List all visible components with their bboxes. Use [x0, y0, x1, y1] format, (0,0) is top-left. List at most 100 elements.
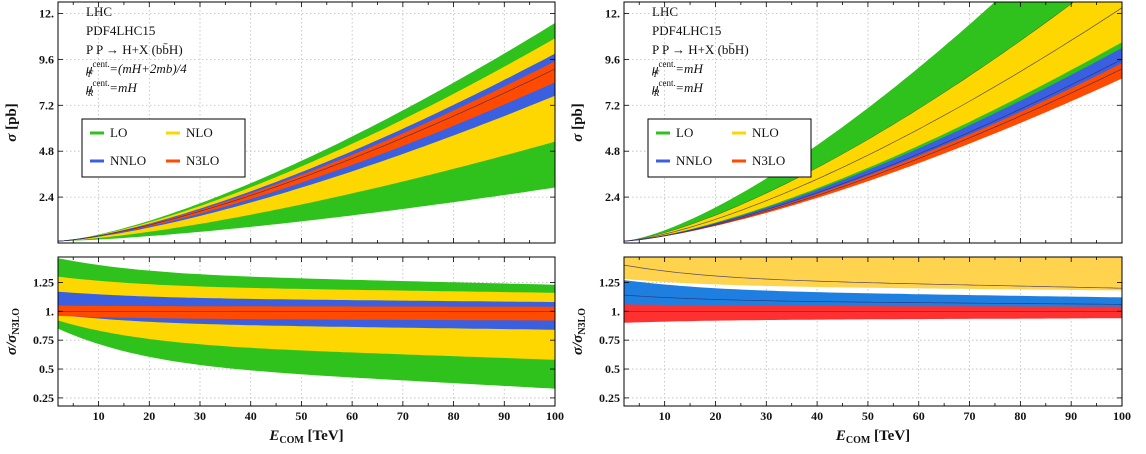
ticks: 0.25 0.5 0.75 1. 1.25 10 20 30 40 50 60 70 80 90 100 — [33, 257, 564, 423]
anno-mu: μ — [651, 80, 659, 95]
xlabel-e: E — [835, 428, 846, 444]
legend-label-nnlo: NNLO — [676, 153, 712, 168]
bands — [624, 257, 1122, 323]
ylabel-unit: [pb] — [4, 103, 20, 133]
anno-rest: =mH — [675, 61, 703, 76]
legend: LO NLO NNLO N3LO — [647, 118, 812, 178]
y-tick-label: 0.5 — [39, 362, 54, 376]
bands — [58, 23, 555, 242]
panel-left-main: 2.4 4.8 7.2 9.6 12. σ [pb] LHC PDF4LHC15 P P → H… — [4, 1, 556, 244]
xlabel-sub: COM — [846, 435, 871, 446]
central-line-nnlo — [624, 294, 1122, 305]
band-n3lo — [58, 305, 555, 321]
legend-label-nlo: NLO — [186, 125, 213, 140]
y-tick-label: 0.75 — [599, 333, 620, 347]
annotation-line: PDF4LHC15 — [86, 23, 155, 38]
xlabel-e: E — [268, 428, 279, 444]
legend-label-nlo: NLO — [752, 125, 779, 140]
ylabel-sigma: σ/σ — [4, 334, 20, 355]
legend-box — [81, 118, 246, 178]
y-tick-label: 4.8 — [39, 144, 54, 158]
x-tick-label: 60 — [346, 409, 358, 423]
band-nlo — [624, 2, 1122, 242]
anno-mu: μ — [85, 61, 93, 76]
anno-rest: =mH — [109, 80, 137, 95]
annotation-scale: μcent. F =mH — [651, 59, 703, 79]
y-tick-label: 0.25 — [33, 391, 54, 405]
x-tick-label: 50 — [862, 409, 874, 423]
legend-label-lo: LO — [676, 125, 693, 140]
annotation-line: LHC — [652, 4, 678, 19]
y-tick-label: 12. — [39, 6, 54, 20]
x-tick-label: 40 — [811, 409, 823, 423]
x-tick-label: 90 — [1065, 409, 1077, 423]
central-line-nlo — [624, 264, 1122, 289]
anno-mu: μ — [651, 61, 659, 76]
ticks: 0.25 0.5 0.75 1. 1.25 10 20 30 40 50 60 70 80 90 100 — [599, 257, 1131, 423]
anno-mu: μ — [85, 80, 93, 95]
x-tick-label: 30 — [194, 409, 206, 423]
y-tick-label: 0.25 — [599, 391, 620, 405]
band-n3lo — [624, 304, 1122, 323]
ylabel-sub: N3LO — [577, 308, 588, 335]
x-tick-label: 60 — [913, 409, 925, 423]
x-tick-label: 100 — [546, 409, 564, 423]
y-tick-label: 1.25 — [599, 275, 620, 289]
x-tick-label: 80 — [1014, 409, 1026, 423]
y-tick-label: 9.6 — [605, 52, 620, 66]
legend: LO NLO NNLO N3LO — [81, 118, 246, 178]
y-tick-label: 1. — [611, 304, 620, 318]
anno-sub: F — [653, 69, 660, 79]
plot-frame — [623, 256, 1123, 407]
ylabel-sigma: σ — [4, 133, 20, 142]
xlabel-unit: [TeV] — [870, 428, 910, 444]
x-tick-label: 10 — [93, 409, 105, 423]
x-tick-label: 90 — [498, 409, 510, 423]
x-tick-label: 10 — [659, 409, 671, 423]
annotation-line: P P → H+X (bb̄H) — [86, 42, 183, 57]
y-axis-label: σ [pb] — [4, 103, 20, 142]
annotation-scale: μcent. R =mH — [85, 78, 137, 98]
y-tick-label: 7.2 — [605, 98, 620, 112]
anno-rest: =(mH+2mb)/4 — [109, 61, 187, 76]
ylabel-sigma: σ — [570, 133, 586, 142]
anno-sup: cent. — [659, 59, 676, 69]
central-line-n3lo — [58, 68, 555, 242]
anno-sub: F — [87, 69, 94, 79]
anno-sub: R — [653, 88, 660, 98]
y-tick-label: 0.5 — [605, 362, 620, 376]
band-nlo — [624, 257, 1122, 291]
annotation-line: LHC — [86, 4, 112, 19]
annotation-scale: μcent. F =(mH+2mb)/4 — [85, 59, 187, 79]
x-axis-label: ECOM [TeV] — [835, 428, 910, 446]
x-tick-label: 20 — [143, 409, 155, 423]
plot-frame — [57, 256, 556, 407]
x-tick-label: 40 — [245, 409, 257, 423]
anno-sup: cent. — [659, 78, 676, 88]
legend-label-n3lo: N3LO — [752, 153, 785, 168]
x-tick-label: 80 — [448, 409, 460, 423]
anno-sup: cent. — [93, 78, 110, 88]
band-nlo — [58, 38, 555, 242]
anno-sub: R — [87, 88, 94, 98]
legend-label-nnlo: NNLO — [110, 153, 146, 168]
bands — [624, 2, 1122, 242]
central-line-nnlo — [624, 59, 1122, 242]
x-axis-label: ECOM [TeV] — [268, 428, 343, 446]
x-tick-label: 70 — [397, 409, 409, 423]
x-tick-label: 100 — [1113, 409, 1131, 423]
y-tick-label: 9.6 — [39, 52, 54, 66]
ylabel-unit: [pb] — [570, 103, 586, 133]
plot-frame — [57, 1, 556, 244]
anno-sup: cent. — [93, 59, 110, 69]
xlabel-sub: COM — [279, 435, 304, 446]
plot-frame — [623, 1, 1123, 244]
y-tick-label: 12. — [605, 6, 620, 20]
y-tick-label: 0.75 — [33, 333, 54, 347]
y-tick-label: 4.8 — [605, 144, 620, 158]
central-line-nlo — [624, 7, 1122, 242]
ticks: 2.4 4.8 7.2 9.6 12. — [39, 2, 556, 243]
